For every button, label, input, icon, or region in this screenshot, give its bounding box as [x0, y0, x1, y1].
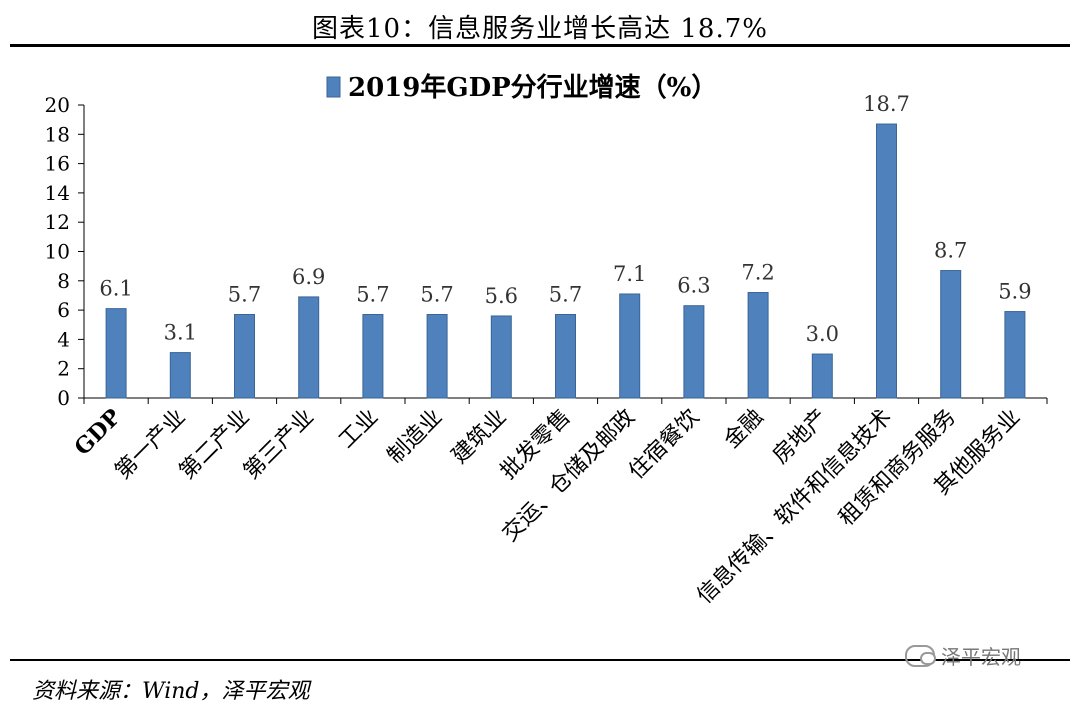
data-label: 6.9: [292, 265, 325, 289]
y-tick-label: 2: [57, 357, 70, 381]
chart-legend: 2019年GDP分行业增速（%）: [326, 72, 717, 103]
data-label: 5.9: [998, 280, 1031, 304]
bottom-rule: [10, 659, 1070, 661]
bar: [105, 308, 127, 399]
watermark: 泽平宏观: [905, 641, 1021, 670]
data-label: 6.1: [99, 277, 132, 301]
y-tick-label: 6: [57, 298, 70, 322]
y-tick-label: 12: [45, 210, 70, 234]
y-tick-label: 0: [57, 386, 70, 410]
bar: [940, 270, 962, 399]
data-label: 5.6: [485, 284, 518, 308]
data-label: 8.7: [934, 239, 967, 263]
bar: [683, 305, 705, 399]
chat-bubble-icon: [905, 644, 936, 667]
bar: [490, 315, 512, 399]
figure-title: 图表10：信息服务业增长高达 18.7%: [312, 14, 768, 44]
x-tick-label: 房地产: [768, 405, 832, 469]
bar: [234, 313, 255, 399]
x-tick-label: GDP: [69, 404, 126, 461]
bar: [811, 353, 833, 399]
data-label: 5.7: [420, 282, 453, 306]
bar: [555, 313, 576, 399]
data-label: 5.7: [356, 282, 389, 306]
data-label: 5.7: [549, 282, 582, 306]
data-label: 5.7: [228, 282, 261, 306]
x-tick-label: 金融: [720, 405, 769, 454]
bar: [169, 352, 191, 399]
data-label: 6.3: [677, 274, 710, 298]
bar: [619, 293, 641, 399]
plot-area: 0 2 4 6 8 10 12 14 16 18 20 6.1 GDP 3.1 第一产业 5.7 第二产业 6.9…: [45, 92, 1048, 609]
x-tick-label: 第三产业: [239, 405, 319, 485]
data-label: 7.1: [613, 262, 646, 286]
x-tick-label: 制造业: [383, 405, 447, 469]
y-tick-label: 8: [57, 269, 70, 293]
data-label: 3.0: [806, 322, 839, 346]
data-label: 18.7: [863, 92, 910, 116]
x-tick-label: 第二产业: [175, 405, 255, 485]
data-label: 7.2: [741, 261, 774, 285]
x-tick-label: 工业: [334, 405, 383, 454]
y-tick-label: 18: [45, 122, 70, 146]
y-tick-label: 20: [45, 93, 70, 117]
y-tick-label: 10: [45, 240, 70, 264]
y-tick-label: 14: [45, 181, 70, 205]
x-tick-label: 租赁和商务服务: [834, 405, 961, 532]
bar: [1004, 311, 1026, 399]
top-rule: [10, 44, 1070, 47]
bar: [362, 313, 384, 399]
bar: [876, 123, 897, 399]
bar: [426, 313, 448, 399]
bar: [747, 292, 769, 399]
legend-swatch: [326, 76, 341, 98]
y-tick-label: 4: [57, 327, 70, 351]
watermark-text: 泽平宏观: [941, 645, 1021, 669]
x-tick-label: 住宿餐饮: [624, 405, 704, 485]
y-tick-label: 16: [45, 152, 70, 176]
x-tick-label: 第一产业: [111, 405, 191, 485]
data-label: 3.1: [164, 321, 197, 345]
x-tick-label: 建筑业: [447, 405, 511, 469]
bar: [298, 296, 320, 399]
legend-label: 2019年GDP分行业增速（%）: [348, 72, 717, 103]
source-note: 资料来源：Wind，泽平宏观: [32, 679, 310, 704]
